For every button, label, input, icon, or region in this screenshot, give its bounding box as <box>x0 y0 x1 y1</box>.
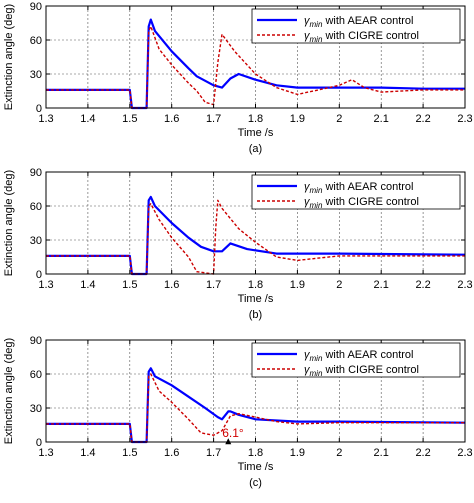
y-tick-label: 90 <box>30 1 42 13</box>
x-tick-label: 2.3 <box>457 279 472 291</box>
x-tick-label: 2.3 <box>457 113 472 125</box>
y-tick-label: 60 <box>30 369 42 381</box>
annotation-label: 6.1° <box>222 426 244 440</box>
x-tick-label: 1.8 <box>248 279 263 291</box>
x-tick-label: 2.1 <box>374 447 389 459</box>
x-tick-label: 1.3 <box>38 447 53 459</box>
x-tick-label: 1.8 <box>248 447 263 459</box>
y-tick-label: 30 <box>30 235 42 247</box>
y-tick-label: 0 <box>36 103 42 115</box>
panel-label: (a) <box>249 143 262 155</box>
x-tick-label: 2 <box>336 447 342 459</box>
x-tick-label: 1.6 <box>164 447 179 459</box>
x-tick-label: 1.7 <box>206 113 221 125</box>
legend-label-cigre: γmin with CIGRE control <box>304 30 419 44</box>
panel-label: (c) <box>249 477 262 489</box>
y-axis-label: Extinction angle (deg) <box>3 170 15 276</box>
x-tick-label: 1.3 <box>38 113 53 125</box>
x-tick-label: 1.9 <box>290 279 305 291</box>
x-tick-label: 1.5 <box>122 279 137 291</box>
panel-label: (b) <box>249 309 262 321</box>
x-tick-label: 2 <box>336 279 342 291</box>
x-tick-label: 2.2 <box>415 279 430 291</box>
x-tick-label: 2.1 <box>374 113 389 125</box>
legend-label-aear: γmin with AEAR control <box>304 349 413 363</box>
legend-box <box>251 174 461 210</box>
x-tick-label: 1.7 <box>206 447 221 459</box>
x-tick-label: 1.7 <box>206 279 221 291</box>
y-tick-label: 60 <box>30 201 42 213</box>
series-line-aear <box>46 18 465 110</box>
x-tick-label: 2.2 <box>415 447 430 459</box>
x-tick-label: 1.5 <box>122 113 137 125</box>
y-axis-label: Extinction angle (deg) <box>3 4 15 110</box>
legend-box <box>251 342 461 378</box>
x-tick-label: 1.4 <box>80 113 95 125</box>
x-tick-label: 1.8 <box>248 113 263 125</box>
x-tick-label: 2 <box>336 113 342 125</box>
x-axis-label: Time /s <box>238 293 274 305</box>
x-tick-label: 1.4 <box>80 279 95 291</box>
x-tick-label: 1.9 <box>290 113 305 125</box>
x-axis-label: Time /s <box>238 461 274 473</box>
y-tick-label: 0 <box>36 269 42 281</box>
y-axis-label: Extinction angle (deg) <box>3 338 15 444</box>
legend-label-aear: γmin with AEAR control <box>304 181 413 195</box>
x-tick-label: 1.4 <box>80 447 95 459</box>
panel-b: 1.3 1.4 1.5 1.6 1.7 1.8 1.9 2 2.1 2.2 2.3 0 30 60 90 Ti… <box>3 167 473 321</box>
x-tick-label: 1.6 <box>164 279 179 291</box>
y-tick-label: 90 <box>30 335 42 347</box>
legend-label-cigre: γmin with CIGRE control <box>304 364 419 378</box>
x-axis-label: Time /s <box>238 127 274 139</box>
annotation-arrowhead <box>225 438 232 445</box>
panel-c: 1.3 1.4 1.5 1.6 1.7 1.8 1.9 2 2.1 2.2 2.3 0 30 60 90 Ti… <box>3 335 473 489</box>
x-tick-label: 2.1 <box>374 279 389 291</box>
x-tick-label: 1.6 <box>164 113 179 125</box>
y-tick-label: 30 <box>30 69 42 81</box>
legend-box <box>251 8 461 44</box>
x-tick-label: 1.3 <box>38 279 53 291</box>
x-tick-label: 1.9 <box>290 447 305 459</box>
y-tick-label: 90 <box>30 167 42 179</box>
y-tick-label: 0 <box>36 437 42 449</box>
legend-label-aear: γmin with AEAR control <box>304 15 413 29</box>
x-tick-label: 2.2 <box>415 113 430 125</box>
y-tick-label: 30 <box>30 403 42 415</box>
x-tick-label: 2.3 <box>457 447 472 459</box>
legend-label-cigre: γmin with CIGRE control <box>304 196 419 210</box>
y-tick-label: 60 <box>30 35 42 47</box>
x-tick-label: 1.5 <box>122 447 137 459</box>
panel-a: 1.3 1.4 1.5 1.6 1.7 1.8 1.9 2 2.1 2.2 2.3 0 30 60 90 Ti… <box>3 1 473 155</box>
